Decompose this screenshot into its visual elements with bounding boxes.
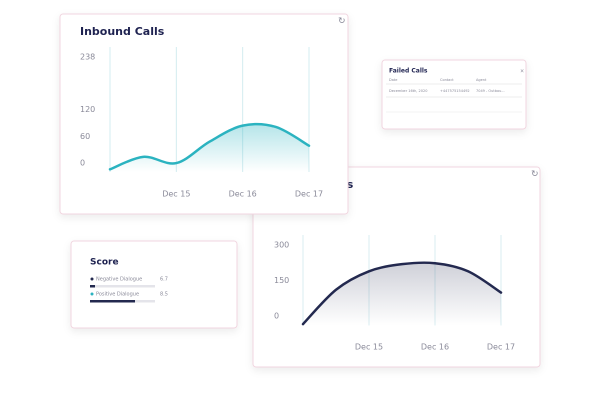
score-label: Negative Dialogue — [96, 277, 142, 283]
y-tick-label: 0 — [80, 159, 85, 168]
card-title: Failed Calls — [389, 68, 428, 75]
y-tick-label: 238 — [80, 53, 95, 62]
y-tick-label: 0 — [274, 312, 279, 321]
legend-dot — [90, 292, 94, 296]
card — [59, 13, 349, 215]
score-label: Positive Dialogue — [96, 292, 139, 298]
y-tick-label: 300 — [274, 241, 289, 250]
chart-title: Inbound Calls — [80, 25, 165, 38]
score-card: Score Negative Dialogue 6.7 Positive Dia… — [70, 240, 238, 329]
cell: December 16th, 2020 — [389, 89, 427, 93]
column-header: Date — [389, 78, 397, 82]
progress-bar — [90, 285, 95, 288]
progress-bar — [90, 300, 135, 303]
card-title: Score — [90, 258, 119, 268]
line — [301, 261, 503, 326]
refresh-icon[interactable]: ↻ — [338, 17, 346, 27]
y-tick-label: 60 — [80, 132, 90, 141]
x-tick-label: Dec 15 — [355, 343, 383, 352]
cell: +447575154492 — [440, 89, 470, 93]
x-tick-label: Dec 17 — [295, 190, 323, 199]
legend-dot — [90, 277, 94, 281]
x-tick-label: Dec 15 — [162, 190, 190, 199]
failed-calls-card: Failed Calls × Date Contact Agent Decemb… — [381, 59, 527, 130]
y-tick-label: 120 — [80, 105, 95, 114]
x-tick-label: Dec 17 — [487, 343, 515, 352]
column-header: Contact — [440, 78, 454, 82]
score-value: 6.7 — [160, 277, 168, 283]
area — [303, 262, 501, 326]
score-value: 8.5 — [160, 292, 168, 298]
refresh-icon[interactable]: ↻ — [531, 170, 539, 180]
close-icon[interactable]: × — [520, 69, 524, 75]
progress-track — [90, 285, 155, 288]
cell: 7049 - Outbou... — [476, 89, 505, 93]
column-header: Agent — [476, 78, 487, 82]
area — [110, 124, 309, 172]
chart-card: Inbound Calls ↻ Dec 15 Dec 16 Dec 17 0 60 120 23… — [59, 13, 349, 215]
line — [108, 122, 311, 171]
card — [70, 240, 238, 329]
x-tick-label: Dec 16 — [229, 190, 257, 199]
y-tick-label: 150 — [274, 276, 289, 285]
x-tick-label: Dec 16 — [421, 343, 449, 352]
